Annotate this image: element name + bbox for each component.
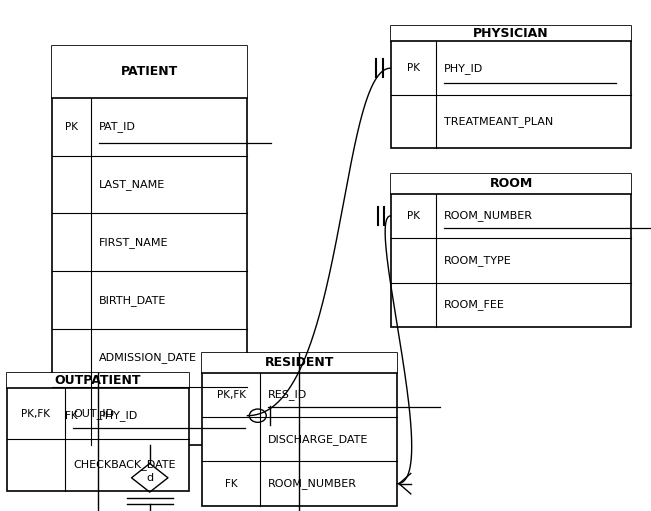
Bar [202,353,397,373]
Text: RES_ID: RES_ID [268,389,307,400]
Text: ADMISSION_DATE: ADMISSION_DATE [99,353,197,363]
Bar [52,46,247,98]
Text: FIRST_NAME: FIRST_NAME [99,237,169,248]
Bar [7,373,189,388]
Text: PK: PK [65,122,78,132]
Text: ROOM: ROOM [490,177,533,190]
Text: OUTPATIENT: OUTPATIENT [55,374,141,387]
Bar [202,353,397,506]
Text: PHY_ID: PHY_ID [99,410,138,421]
Text: PK: PK [407,63,420,73]
Bar [7,373,189,491]
Text: PHYSICIAN: PHYSICIAN [473,27,549,40]
Text: ROOM_FEE: ROOM_FEE [444,299,505,310]
Bar [391,26,631,148]
Text: FK: FK [225,479,238,489]
Bar [391,174,631,327]
Text: BIRTH_DATE: BIRTH_DATE [99,295,166,306]
Text: PATIENT: PATIENT [121,65,178,78]
Text: DISCHARGE_DATE: DISCHARGE_DATE [268,434,368,445]
Text: LAST_NAME: LAST_NAME [99,179,165,190]
Text: ROOM_NUMBER: ROOM_NUMBER [444,211,533,221]
Text: PK,FK: PK,FK [217,390,245,400]
Bar [391,26,631,41]
Text: PHY_ID: PHY_ID [444,63,483,74]
Text: d: d [146,473,153,483]
Text: PK,FK: PK,FK [21,409,50,419]
Text: OUT_ID: OUT_ID [73,408,114,420]
Text: CHECKBACK_DATE: CHECKBACK_DATE [73,459,175,471]
Text: TREATMEANT_PLAN: TREATMEANT_PLAN [444,116,553,127]
Text: PAT_ID: PAT_ID [99,121,136,132]
Text: RESIDENT: RESIDENT [265,356,334,369]
Bar [52,46,247,445]
Text: ROOM_NUMBER: ROOM_NUMBER [268,478,357,489]
Text: ROOM_TYPE: ROOM_TYPE [444,255,512,266]
Text: FK: FK [65,411,78,421]
Bar [391,174,631,194]
Text: PK: PK [407,211,420,221]
